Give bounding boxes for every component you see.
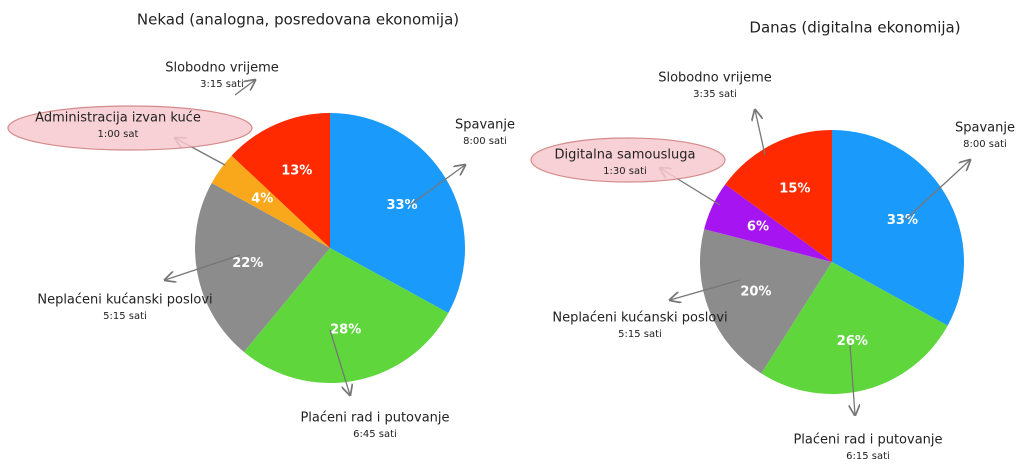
duration-label: 5:15 sati [103,311,147,322]
chart-title: Nekad (analogna, posredovana ekonomija) [137,11,459,29]
pie-slice [704,184,832,262]
percent-label: 26% [837,334,868,349]
category-label: Slobodno vrijeme [165,61,279,76]
arrow [409,165,465,206]
arrow [755,110,766,156]
percent-label: 15% [779,182,810,197]
percent-label: 13% [281,164,312,179]
percent-label: 33% [887,213,918,228]
pie-slice [761,262,948,394]
duration-label: 1:30 sati [603,166,647,177]
duration-label: 8:00 sati [963,139,1007,150]
percent-label: 22% [232,256,263,271]
category-label: Plaćeni rad i putovanje [300,411,449,426]
pie-slice [700,229,832,374]
percent-label: 33% [386,198,417,213]
duration-label: 1:00 sat [98,129,139,140]
pie-slice [330,113,465,314]
percent-label: 28% [330,323,361,338]
duration-label: 6:15 sati [846,451,890,462]
duration-label: 8:00 sati [463,136,507,147]
duration-label: 5:15 sati [618,329,662,340]
highlight [530,137,726,183]
highlight [7,105,253,151]
arrow [165,254,241,280]
duration-label: 3:35 sati [693,89,737,100]
arrow [234,80,255,96]
arrow [670,279,741,300]
category-label: Slobodno vrijeme [658,71,772,86]
category-label: Digitalna samousluga [555,148,696,163]
pie-slice [231,113,330,248]
duration-label: 6:45 sati [353,429,397,440]
category-label: Plaćeni rad i putovanje [793,433,942,448]
pie-slice [832,130,965,326]
arrow [850,344,855,415]
category-label: Spavanje [955,121,1015,136]
pie-slice [195,182,330,353]
category-label: Administracija izvan kuće [35,111,201,126]
category-label: Neplaćeni kućanski poslovi [552,311,727,326]
pie-slice [211,155,330,248]
percent-label: 4% [251,191,273,206]
arrow [904,160,970,221]
category-label: Spavanje [455,118,515,133]
category-label: Neplaćeni kućanski poslovi [37,293,212,308]
pie-slice [243,248,449,384]
pie-slice [725,130,832,262]
duration-label: 3:15 sati [200,79,244,90]
percent-label: 6% [747,220,769,235]
arrow [329,329,350,395]
percent-label: 20% [740,285,771,300]
chart-title: Danas (digitalna ekonomija) [749,19,960,37]
